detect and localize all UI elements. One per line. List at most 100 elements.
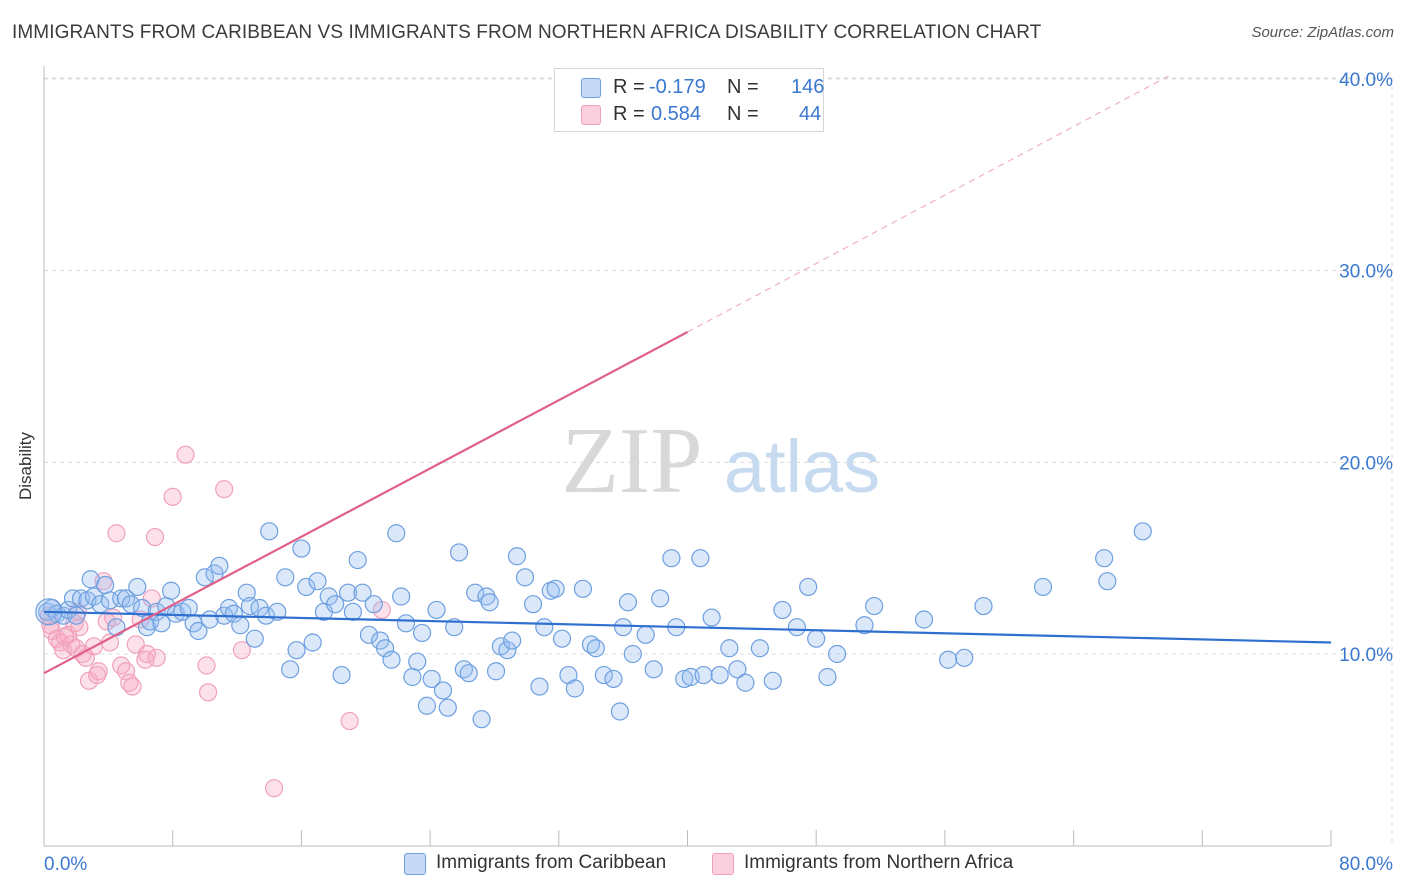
- bottom-legend-swatch-north-africa: [712, 853, 734, 875]
- north-africa-point: [197, 656, 216, 675]
- caribbean-point: [604, 669, 623, 689]
- caribbean-point: [422, 669, 441, 689]
- caribbean-point: [710, 665, 729, 685]
- caribbean-point: [445, 618, 464, 637]
- caribbean-point: [260, 522, 279, 541]
- caribbean-point: [480, 593, 499, 612]
- north-africa-point: [55, 627, 75, 646]
- north-africa-point: [198, 683, 218, 702]
- caribbean-point: [565, 679, 584, 698]
- caribbean-point: [189, 621, 208, 641]
- caribbean-point: [477, 587, 496, 606]
- north-africa-point: [89, 662, 108, 681]
- chart-title: IMMIGRANTS FROM CARIBBEAN VS IMMIGRANTS …: [12, 22, 1042, 43]
- caribbean-point: [865, 596, 884, 616]
- north-africa-point: [215, 480, 234, 499]
- bottom-legend-label: Immigrants from Caribbean: [436, 852, 667, 873]
- caribbean-point: [828, 644, 847, 664]
- caribbean-point: [750, 639, 769, 658]
- caribbean-point: [955, 648, 974, 667]
- caribbean-point: [348, 550, 367, 570]
- watermark: ZIP atlas: [562, 409, 881, 513]
- caribbean-point: [375, 639, 395, 658]
- watermark-atlas: atlas: [724, 425, 880, 508]
- caribbean-point: [546, 579, 565, 598]
- caribbean-point: [237, 583, 256, 602]
- caribbean-point: [720, 639, 739, 658]
- legend-n-label: N =: [727, 76, 759, 98]
- caribbean-point: [486, 662, 506, 681]
- y-tick-label: 40.0%: [1339, 70, 1393, 91]
- caribbean-point: [403, 667, 422, 687]
- caribbean-point: [427, 600, 446, 620]
- caribbean-point: [449, 543, 469, 562]
- caribbean-point: [573, 579, 593, 598]
- caribbean-point: [112, 589, 131, 608]
- caribbean-point: [644, 660, 663, 679]
- caribbean-point: [552, 629, 572, 648]
- caribbean-point: [276, 568, 295, 587]
- caribbean-point: [359, 625, 379, 644]
- caribbean-point: [332, 665, 351, 685]
- watermark-zip: ZIP: [562, 409, 703, 513]
- north-africa-point: [264, 779, 284, 798]
- caribbean-point: [636, 625, 655, 644]
- caribbean-point: [133, 598, 152, 618]
- caribbean-point: [161, 581, 181, 600]
- caribbean-point: [438, 698, 457, 717]
- x-tick-label: 0.0%: [44, 854, 87, 875]
- caribbean-point: [702, 608, 721, 627]
- legend-n-value: 146: [791, 76, 825, 98]
- north-africa-point: [176, 445, 195, 464]
- caribbean-point: [974, 596, 993, 616]
- caribbean-point: [594, 665, 613, 685]
- north-africa-point: [123, 677, 142, 696]
- caribbean-point: [297, 577, 316, 597]
- legend-r-value: -0.179: [649, 76, 706, 98]
- chart-source: Source: ZipAtlas.com: [1251, 24, 1394, 41]
- caribbean-point: [691, 549, 710, 568]
- caribbean-point: [292, 539, 311, 558]
- legend-n-label: N =: [727, 103, 759, 125]
- caribbean-point: [308, 572, 327, 591]
- caribbean-point: [67, 606, 86, 625]
- caribbean-point: [338, 583, 358, 602]
- bottom-legend-swatch-caribbean: [404, 853, 426, 875]
- caribbean-point: [535, 618, 554, 637]
- legend-r-value: 0.584: [651, 103, 702, 125]
- caribbean-point: [618, 593, 638, 612]
- caribbean-point: [179, 598, 198, 618]
- legend-swatch-north-africa: [581, 105, 601, 125]
- north-africa-point: [137, 644, 157, 664]
- caribbean-point: [210, 556, 229, 575]
- caribbean-point: [408, 652, 427, 671]
- legend-box: R = -0.179 N = 146 R = 0.584 N = 44: [554, 68, 824, 132]
- caribbean-point: [763, 671, 782, 690]
- caribbean-point: [256, 606, 276, 625]
- legend-swatch-caribbean: [581, 78, 601, 98]
- caribbean-point: [623, 644, 642, 664]
- caribbean-point: [586, 639, 605, 658]
- caribbean-point: [694, 665, 713, 685]
- caribbean-point: [116, 589, 136, 608]
- caribbean-point: [152, 614, 171, 633]
- north-africa-point: [70, 618, 89, 637]
- caribbean-trend-line: [43, 610, 1332, 644]
- north-africa-point: [107, 524, 126, 543]
- caribbean-point: [382, 650, 401, 669]
- caribbean-point: [799, 577, 818, 597]
- caribbean-point: [466, 583, 485, 602]
- caribbean-points: [35, 522, 1152, 729]
- caribbean-point: [807, 629, 826, 648]
- caribbean-point: [736, 673, 755, 692]
- caribbean-point: [392, 587, 411, 606]
- caribbean-point: [675, 669, 694, 689]
- north-africa-point: [163, 487, 182, 506]
- caribbean-point: [855, 616, 874, 635]
- grid-lines: [44, 77, 1393, 846]
- caribbean-point: [195, 568, 214, 587]
- legend-r-label: R =: [613, 76, 645, 98]
- caribbean-point: [433, 681, 453, 700]
- caribbean-point: [662, 549, 681, 568]
